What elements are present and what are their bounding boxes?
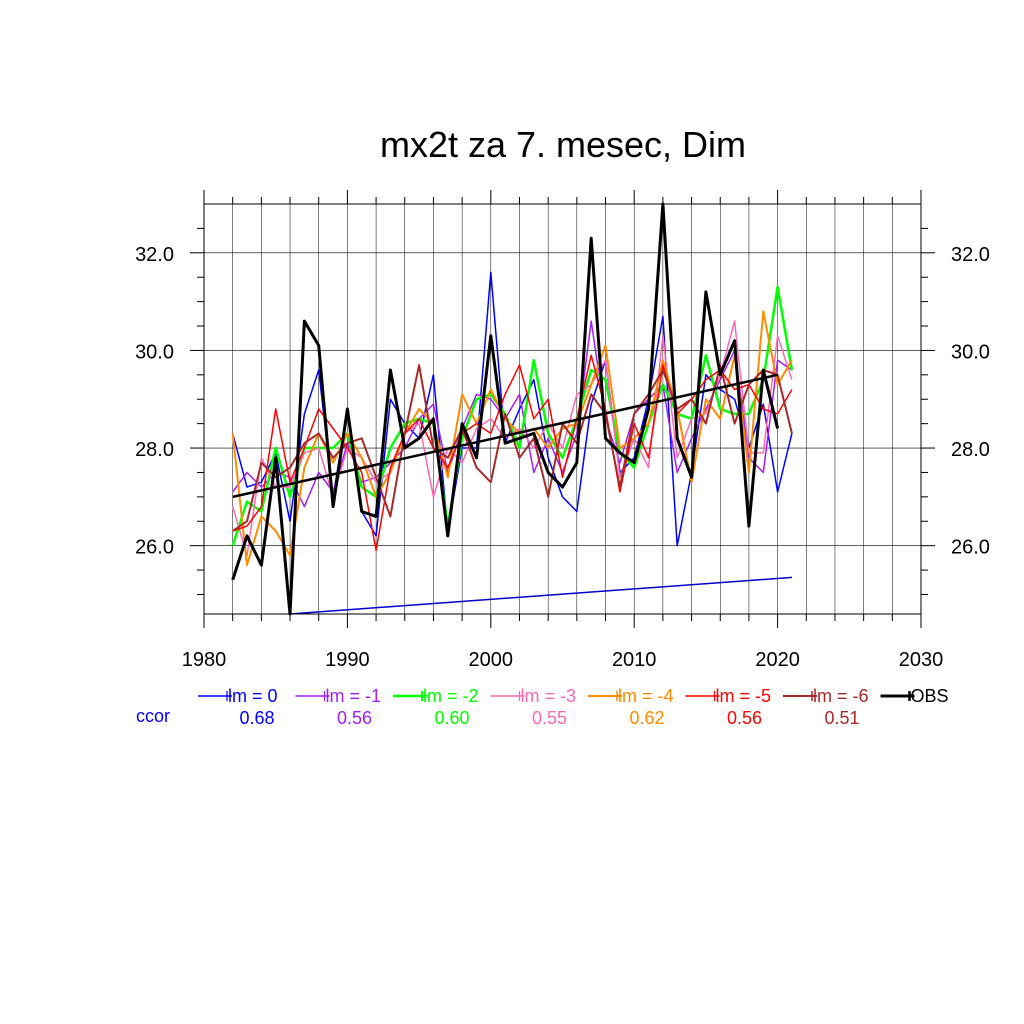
series-line <box>231 202 780 616</box>
x-tick-label: 2000 <box>469 649 514 671</box>
y-tick-label: 30.0 <box>135 341 174 363</box>
chart-title: mx2t za 7. mesec, Dim <box>380 124 746 165</box>
series-line <box>232 354 793 552</box>
y-tick-label-right: 28.0 <box>951 439 990 461</box>
legend-label: lm = -6 <box>813 686 869 706</box>
grid <box>204 204 921 614</box>
series-line <box>232 364 793 532</box>
legend-label: lm = -3 <box>521 686 577 706</box>
ccor-value: 0.68 <box>239 708 274 728</box>
lm0-trend-line <box>289 576 792 615</box>
ccor-value: 0.55 <box>532 708 567 728</box>
ccor-value: 0.60 <box>434 708 469 728</box>
series-line <box>232 320 793 508</box>
x-tick-label: 2010 <box>612 649 657 671</box>
x-tick-label: 1980 <box>182 649 227 671</box>
ccor-value: 0.62 <box>629 708 664 728</box>
plot-frame <box>203 203 922 615</box>
y-tick-label: 28.0 <box>135 439 174 461</box>
ccor-value: 0.56 <box>337 708 372 728</box>
legend-label: lm = -5 <box>716 686 772 706</box>
y-tick-label-right: 30.0 <box>951 341 990 363</box>
y-tick-label: 32.0 <box>135 244 174 266</box>
y-tick-label-right: 26.0 <box>951 537 990 559</box>
obs-trend-line <box>232 373 778 499</box>
ccor-label: ccor <box>136 706 170 726</box>
legend-label: lm = -1 <box>326 686 382 706</box>
y-tick-label-right: 32.0 <box>951 244 990 266</box>
ccor-value: 0.51 <box>824 708 859 728</box>
x-tick-label: 2020 <box>755 649 800 671</box>
series-lines <box>231 202 794 616</box>
x-tick-label: 1990 <box>325 649 370 671</box>
axes: 1980 1990 2000 2010 2020 2030 26.0 28.0 30.0 32.0… <box>135 190 990 671</box>
series-line <box>231 310 793 567</box>
legend-label: lm = -4 <box>618 686 674 706</box>
legend-label: OBS <box>911 686 949 706</box>
legend-label: lm = -2 <box>423 686 479 706</box>
ccor-value: 0.56 <box>727 708 762 728</box>
legend-label: lm = 0 <box>228 686 278 706</box>
y-tick-label: 26.0 <box>135 537 174 559</box>
x-tick-label: 2030 <box>899 649 944 671</box>
